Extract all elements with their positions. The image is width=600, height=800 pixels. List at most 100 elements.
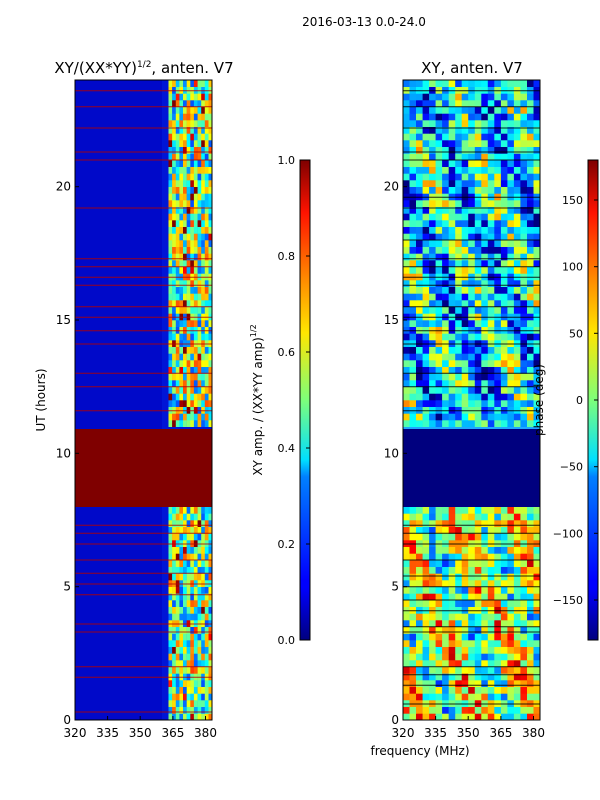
phase-cell [507, 386, 515, 394]
phase-cell [527, 706, 534, 714]
amplitude-cell [175, 526, 180, 534]
phase-cell [487, 160, 495, 167]
amplitude-colorbar-ticks: 0.00.20.40.60.81.0 [278, 154, 310, 647]
amplitude-cell [190, 113, 195, 121]
phase-cell [533, 666, 540, 674]
amplitude-cell [208, 633, 212, 641]
phase-cell [448, 680, 456, 687]
amplitude-x-ticks: 320 335 350 365 380 [64, 716, 217, 740]
phase-cell [527, 213, 534, 221]
phase-cell [416, 266, 423, 274]
phase-cell [429, 646, 436, 654]
phase-cell [448, 353, 456, 361]
amplitude-cell [183, 553, 187, 561]
amplitude-cell [201, 246, 206, 254]
phase-cell [455, 626, 462, 634]
phase-cell [527, 526, 534, 534]
phase-cell [487, 566, 495, 574]
amplitude-cell [197, 100, 202, 107]
amplitude-cell [183, 133, 187, 141]
phase-cell [527, 380, 534, 387]
amplitude-cell [168, 366, 173, 374]
phase-cell [442, 206, 449, 214]
phase-cell [527, 586, 534, 594]
amplitude-cell [175, 360, 180, 367]
phase-cell [513, 186, 521, 194]
phase-cell [468, 353, 475, 361]
phase-cell [448, 100, 456, 107]
amplitude-cell [172, 666, 176, 674]
x-tick-label: 380 [194, 726, 217, 740]
phase-cell [435, 586, 443, 594]
phase-cell [461, 213, 469, 221]
y-tick-label: 5 [63, 580, 71, 594]
phase-cell [442, 240, 449, 247]
phase-cell [455, 400, 462, 407]
amplitude-cell [197, 606, 202, 614]
phase-cell [442, 200, 449, 207]
amplitude-cell [204, 260, 209, 267]
y-tick-label: 10 [56, 446, 71, 460]
amplitude-cell [172, 366, 176, 374]
phase-cell [527, 113, 534, 121]
colorbar-tick-label: 0.8 [278, 250, 296, 263]
amplitude-cell [197, 133, 202, 141]
amplitude-cell [179, 686, 184, 694]
phase-cell [429, 246, 436, 254]
phase-cell [416, 420, 423, 427]
phase-cell [442, 226, 449, 234]
amplitude-cell [179, 113, 184, 121]
amplitude-cell [190, 533, 195, 541]
phase-cell [520, 666, 528, 674]
phase-cell [474, 320, 482, 327]
amplitude-cell [168, 573, 173, 581]
amplitude-cell [190, 200, 195, 207]
amplitude-cell [168, 206, 173, 214]
phase-cell [507, 693, 515, 701]
phase-cell [435, 580, 443, 587]
amplitude-cell [190, 513, 195, 521]
phase-cell [507, 233, 515, 241]
amplitude-cell [175, 240, 180, 247]
phase-cell [533, 133, 540, 141]
amplitude-cell [179, 286, 184, 294]
phase-cell [520, 300, 528, 307]
phase-cell [520, 580, 528, 587]
amplitude-cell [186, 526, 191, 534]
phase-cell [494, 80, 502, 87]
amplitude-cell [204, 306, 209, 314]
amplitude-cell [172, 613, 176, 621]
amplitude-cell [179, 260, 184, 267]
phase-cell [461, 586, 469, 594]
amplitude-cell [204, 146, 209, 154]
amplitude-cell [204, 520, 209, 527]
phase-cell [448, 713, 456, 720]
amplitude-cell [208, 253, 212, 261]
x-tick-label: 380 [522, 726, 545, 740]
amplitude-cell [201, 213, 206, 221]
phase-cell [461, 680, 469, 687]
amplitude-cell [204, 93, 209, 101]
phase-cell [533, 580, 540, 587]
phase-cell [513, 360, 521, 367]
phase-cell [533, 200, 540, 207]
amplitude-cell [186, 333, 191, 341]
amplitude-cell [204, 300, 209, 307]
phase-cell [507, 646, 515, 654]
phase-cell [461, 306, 469, 314]
amplitude-cell [193, 126, 198, 134]
phase-cell [474, 580, 482, 587]
amplitude-cell [197, 400, 202, 407]
amplitude-cell [201, 713, 206, 720]
amplitude-cell [190, 613, 195, 621]
amplitude-cell [179, 566, 184, 574]
amplitude-cell [172, 166, 176, 174]
phase-cell [533, 226, 540, 234]
phase-cell [416, 286, 423, 294]
phase-cell [468, 593, 475, 601]
amplitude-cell [193, 413, 198, 421]
amplitude-cell [197, 520, 202, 527]
phase-cell [487, 546, 495, 554]
phase-cell [416, 640, 423, 647]
